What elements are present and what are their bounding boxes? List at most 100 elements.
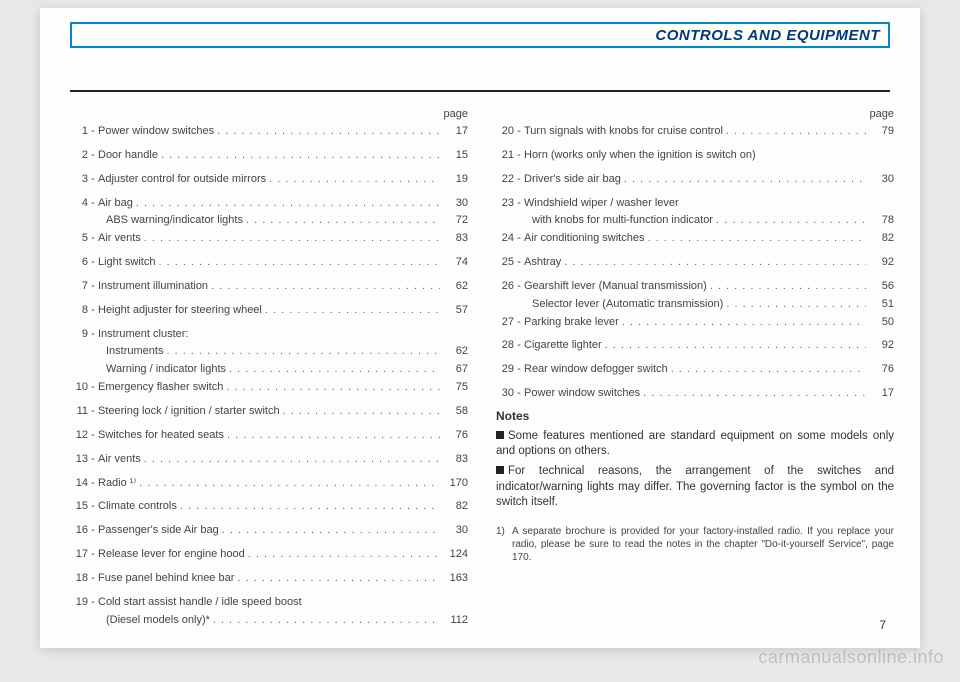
leader-dots: . . . . . . . . . . . . . . . . . . . . … — [180, 499, 440, 514]
toc-entry: 24-Air conditioning switches . . . . . .… — [496, 231, 894, 246]
leader-dots: . . . . . . . . . . . . . . . . . . . . … — [269, 172, 440, 187]
entry-label: Turn signals with knobs for cruise contr… — [524, 124, 726, 139]
toc-entry: 9-Instrument cluster: — [70, 327, 468, 342]
entry-number: 24 — [496, 231, 514, 246]
toc-entry: 23-Windshield wiper / washer lever — [496, 196, 894, 211]
entry-label: Emergency flasher switch — [98, 380, 226, 395]
toc-entry: 2-Door handle . . . . . . . . . . . . . … — [70, 148, 468, 163]
manual-page: CONTROLS AND EQUIPMENT page 1-Power wind… — [40, 8, 920, 648]
entry-page: 51 — [866, 297, 894, 312]
entry-number: 14 — [70, 476, 88, 491]
entry-label: Cigarette lighter — [524, 338, 605, 353]
entry-label: Height adjuster for steering wheel — [98, 303, 265, 318]
page-label-row: page — [496, 108, 894, 120]
entry-dash: - — [88, 231, 98, 246]
entry-page: 78 — [866, 213, 894, 228]
entry-label: Air conditioning switches — [524, 231, 647, 246]
toc-entry: (Diesel models only)* . . . . . . . . . … — [70, 613, 468, 628]
toc-entry: 1-Power window switches . . . . . . . . … — [70, 124, 468, 139]
toc-entry: 6-Light switch . . . . . . . . . . . . .… — [70, 255, 468, 270]
leader-dots: . . . . . . . . . . . . . . . . . . . . … — [564, 255, 866, 270]
leader-dots: . . . . . . . . . . . . . . . . . . . . … — [246, 213, 440, 228]
toc-entry: 25-Ashtray . . . . . . . . . . . . . . .… — [496, 255, 894, 270]
toc-entry: 27-Parking brake lever . . . . . . . . .… — [496, 315, 894, 330]
toc-entry: 3-Adjuster control for outside mirrors .… — [70, 172, 468, 187]
entry-dash: - — [88, 172, 98, 187]
entry-label: Windshield wiper / washer lever — [524, 196, 682, 211]
entry-number: 25 — [496, 255, 514, 270]
entry-dash: - — [88, 595, 98, 610]
entry-number: 13 — [70, 452, 88, 467]
note-paragraph: For technical reasons, the arrangement o… — [496, 464, 894, 511]
footnote-number: 1) — [496, 525, 512, 564]
entry-page: 76 — [440, 428, 468, 443]
entry-label: ABS warning/indicator lights — [106, 213, 246, 228]
entry-label: Cold start assist handle / idle speed bo… — [98, 595, 305, 610]
toc-entry: Instruments . . . . . . . . . . . . . . … — [70, 344, 468, 359]
leader-dots: . . . . . . . . . . . . . . . . . . . . … — [136, 196, 440, 211]
entry-page: 74 — [440, 255, 468, 270]
leader-dots: . . . . . . . . . . . . . . . . . . . . … — [237, 571, 440, 586]
entry-page: 92 — [866, 255, 894, 270]
entry-label: (Diesel models only)* — [106, 613, 213, 628]
entry-number: 19 — [70, 595, 88, 610]
leader-dots: . . . . . . . . . . . . . . . . . . . . … — [605, 338, 866, 353]
entry-dash: - — [88, 499, 98, 514]
entry-label: Door handle — [98, 148, 161, 163]
entry-page: 83 — [440, 231, 468, 246]
toc-entry: 30-Power window switches . . . . . . . .… — [496, 386, 894, 401]
entry-dash: - — [88, 380, 98, 395]
entry-number: 11 — [70, 404, 88, 419]
entry-page: 62 — [440, 344, 468, 359]
entry-dash: - — [514, 315, 524, 330]
toc-entry: 7-Instrument illumination . . . . . . . … — [70, 279, 468, 294]
entry-dash: - — [88, 279, 98, 294]
leader-dots: . . . . . . . . . . . . . . . . . . . . … — [710, 279, 866, 294]
right-column: page 20-Turn signals with knobs for crui… — [496, 108, 894, 630]
leader-dots: . . . . . . . . . . . . . . . . . . . . … — [227, 428, 440, 443]
bullet-square-icon — [496, 466, 504, 474]
entry-label: Gearshift lever (Manual transmission) — [524, 279, 710, 294]
note-text: Some features mentioned are standard equ… — [496, 430, 894, 458]
entry-page: 58 — [440, 404, 468, 419]
entry-page: 50 — [866, 315, 894, 330]
entry-number: 4 — [70, 196, 88, 211]
entry-number: 18 — [70, 571, 88, 586]
entry-page: 75 — [440, 380, 468, 395]
entry-label: Horn (works only when the ignition is sw… — [524, 148, 759, 163]
entry-page: 15 — [440, 148, 468, 163]
entry-dash: - — [88, 571, 98, 586]
leader-dots: . . . . . . . . . . . . . . . . . . . . … — [726, 297, 866, 312]
entry-label: Instrument illumination — [98, 279, 211, 294]
toc-entry: Warning / indicator lights . . . . . . .… — [70, 362, 468, 377]
toc-entry: 28-Cigarette lighter . . . . . . . . . .… — [496, 338, 894, 353]
toc-entry: 12-Switches for heated seats . . . . . .… — [70, 428, 468, 443]
entry-label: Power window switches — [98, 124, 217, 139]
leader-dots: . . . . . . . . . . . . . . . . . . . . … — [144, 452, 440, 467]
toc-entry: 17-Release lever for engine hood . . . .… — [70, 547, 468, 562]
entry-number: 28 — [496, 338, 514, 353]
entry-number: 1 — [70, 124, 88, 139]
toc-entry: 18-Fuse panel behind knee bar . . . . . … — [70, 571, 468, 586]
page-label: page — [870, 108, 894, 120]
entry-dash: - — [88, 476, 98, 491]
footnote: 1) A separate brochure is provided for y… — [496, 525, 894, 564]
entry-dash: - — [514, 231, 524, 246]
notes-heading: Notes — [496, 409, 894, 423]
entry-number: 8 — [70, 303, 88, 318]
toc-entry: Selector lever (Automatic transmission) … — [496, 297, 894, 312]
leader-dots: . . . . . . . . . . . . . . . . . . . . … — [144, 231, 440, 246]
entry-label: Driver's side air bag — [524, 172, 624, 187]
leader-dots: . . . . . . . . . . . . . . . . . . . . … — [166, 344, 440, 359]
entry-page: 67 — [440, 362, 468, 377]
leader-dots: . . . . . . . . . . . . . . . . . . . . … — [622, 315, 866, 330]
toc-entry: 4-Air bag . . . . . . . . . . . . . . . … — [70, 196, 468, 211]
note-paragraph: Some features mentioned are standard equ… — [496, 429, 894, 460]
leader-dots: . . . . . . . . . . . . . . . . . . . . … — [213, 613, 440, 628]
entry-number: 21 — [496, 148, 514, 163]
leader-dots: . . . . . . . . . . . . . . . . . . . . … — [161, 148, 440, 163]
toc-entry: 20-Turn signals with knobs for cruise co… — [496, 124, 894, 139]
header-title: CONTROLS AND EQUIPMENT — [655, 27, 880, 44]
entry-page: 112 — [440, 613, 468, 628]
entry-page: 170 — [440, 476, 468, 491]
